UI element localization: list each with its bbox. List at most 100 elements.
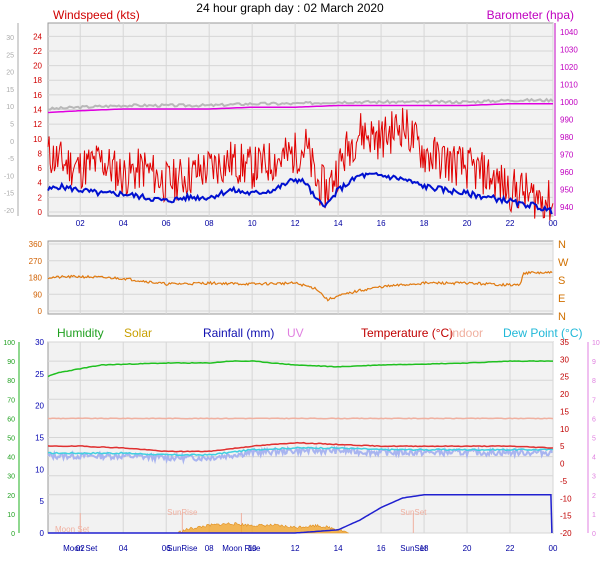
uv-tick: 5 <box>592 436 596 443</box>
dir-y-tick: 90 <box>33 290 42 299</box>
compass-label: E <box>558 293 565 305</box>
x-tick-label: 14 <box>334 219 343 228</box>
wind-grey-tick: -10 <box>4 173 14 180</box>
temp-tick: 25 <box>560 373 569 382</box>
indoor-line <box>47 417 554 420</box>
humidity-tick: 30 <box>7 474 15 481</box>
wind-axes: 242220181614121086420302520151050-5-10-1… <box>4 23 578 228</box>
uv-tick: 10 <box>592 340 600 347</box>
wind-series <box>47 97 554 221</box>
wind-grey-tick: -5 <box>8 156 14 163</box>
baro-line <box>47 102 553 114</box>
x-tick-label: 12 <box>291 544 300 553</box>
wind-grey-tick: 25 <box>6 52 14 59</box>
wind-grey-tick: 10 <box>6 104 14 111</box>
x-tick-label: 14 <box>334 544 343 553</box>
wind-grey-tick: -15 <box>4 191 14 198</box>
wind-y-tick: 18 <box>33 76 42 85</box>
wind-y-tick: 20 <box>33 62 42 71</box>
direction-grid <box>48 241 554 314</box>
uv-tick: 6 <box>592 416 596 423</box>
humidity-tick: 40 <box>7 455 15 462</box>
baro-tick: 1010 <box>560 80 578 89</box>
wind-panel: Windspeed (kts) Barometer (hpa) 24222018… <box>4 8 578 228</box>
humidity-tick: 50 <box>7 436 15 443</box>
baro-tick: 1040 <box>560 28 578 37</box>
x-tick-label: 02 <box>76 219 85 228</box>
watermark-sunset: SunSet <box>400 508 427 517</box>
wind-grey-tick: 30 <box>6 35 14 42</box>
legend-solar: Solar <box>124 326 152 340</box>
watermark-moon-set: Moon Set <box>55 525 90 534</box>
x-tick-label: 16 <box>377 544 386 553</box>
rain-tick: 20 <box>35 402 44 411</box>
compass-label: N <box>558 239 566 251</box>
baro-tick: 990 <box>560 116 574 125</box>
x-tick-label: 16 <box>377 219 386 228</box>
humidity-line <box>47 360 553 378</box>
wind-y-tick: 12 <box>33 120 42 129</box>
humidity-tick: 100 <box>3 340 15 347</box>
wind-y-tick: 2 <box>38 193 43 202</box>
x-tick-label: 06 <box>162 544 171 553</box>
x-tick-label: 12 <box>291 219 300 228</box>
legend-uv: UV <box>287 326 304 340</box>
x-tick-label: 22 <box>506 219 515 228</box>
weather-panel: Humidity Solar Rainfall (mm) UV Temperat… <box>3 326 600 553</box>
solar-area <box>176 522 349 534</box>
humidity-tick: 70 <box>7 397 15 404</box>
windspeed-label: Windspeed (kts) <box>53 8 140 22</box>
humidity-tick: 90 <box>7 359 15 366</box>
dewpoint-pale-line <box>47 444 553 465</box>
wind-y-tick: 8 <box>38 149 43 158</box>
dir-y-tick: 270 <box>29 257 43 266</box>
x-tick-label: 04 <box>119 544 128 553</box>
baro-tick: 980 <box>560 133 574 142</box>
wind-grey-tick: 0 <box>10 139 14 146</box>
x-tick-label: 02 <box>76 544 85 553</box>
rain-tick: 30 <box>35 338 44 347</box>
legend-dewpoint: Dew Point (°C) <box>503 326 582 340</box>
humidity-tick: 20 <box>7 493 15 500</box>
humidity-tick: 80 <box>7 378 15 385</box>
uv-tick: 3 <box>592 474 596 481</box>
wind-grid <box>48 23 554 216</box>
x-tick-label: 00 <box>549 219 558 228</box>
baro-tick: 1030 <box>560 45 578 54</box>
x-tick-label: 20 <box>463 219 472 228</box>
temp-tick: 0 <box>560 460 565 469</box>
event-label-moon-set: Moon Set <box>63 544 98 553</box>
humidity-tick: 10 <box>7 512 15 519</box>
compass-label: S <box>558 275 565 287</box>
x-tick-label: 18 <box>420 219 429 228</box>
wind-y-tick: 14 <box>33 106 42 115</box>
x-tick-label: 10 <box>248 219 257 228</box>
wind-y-tick: 10 <box>33 135 42 144</box>
uv-tick: 0 <box>592 531 596 538</box>
x-tick-label: 22 <box>506 544 515 553</box>
legend-indoor: Indoor <box>449 326 483 340</box>
rain-tick: 25 <box>35 370 44 379</box>
event-label-sunrise: SunRise <box>167 544 198 553</box>
temp-tick: -15 <box>560 512 572 521</box>
legend-rainfall: Rainfall (mm) <box>203 326 274 340</box>
temp-tick: 20 <box>560 390 569 399</box>
wind-grey-tick: 15 <box>6 87 14 94</box>
wind-grey-tick: 20 <box>6 70 14 77</box>
wind-grey-tick: -20 <box>4 208 14 215</box>
x-tick-label: 06 <box>162 219 171 228</box>
dir-y-tick: 180 <box>29 274 43 283</box>
baro-tick: 940 <box>560 203 574 212</box>
wind-avg-line <box>47 171 553 215</box>
temp-tick: 10 <box>560 425 569 434</box>
baro-tick: 970 <box>560 151 574 160</box>
legend-temperature: Temperature (°C) <box>361 326 453 340</box>
gust-line <box>47 107 554 221</box>
weather-series <box>47 360 554 534</box>
x-tick-label: 20 <box>463 544 472 553</box>
uv-tick: 2 <box>592 493 596 500</box>
direction-line <box>47 270 553 302</box>
uv-tick: 8 <box>592 378 596 385</box>
wind-grey-tick: 5 <box>10 122 14 129</box>
